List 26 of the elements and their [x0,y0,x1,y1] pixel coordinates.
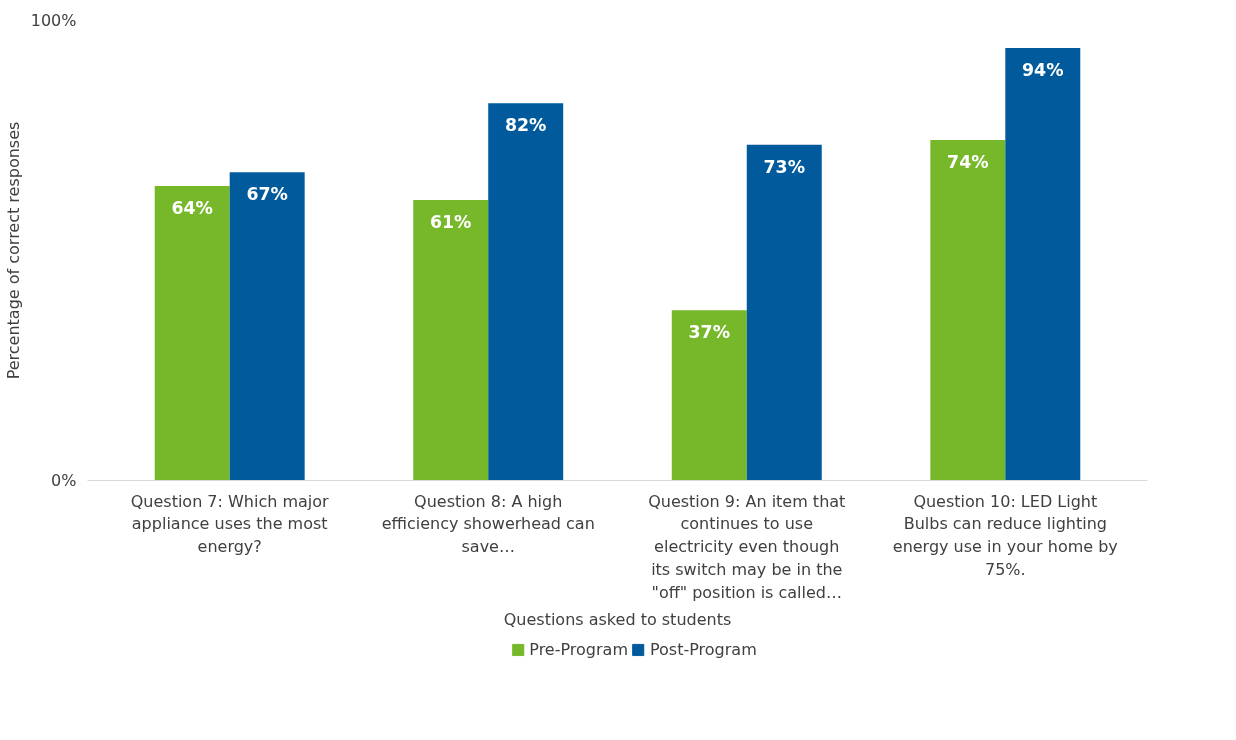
bar [154,186,230,481]
x-tick-label: Question 9: An item that continues to use electricity even though its switch may be in the "off" position is called… [648,491,846,602]
legend-label: Pre-Program [529,639,628,659]
text: 82% [504,115,547,136]
text: 74% [947,152,989,173]
x-tick-label: Question 8: A high efficiency showerhead can save… [381,491,595,557]
bar [671,310,747,481]
text: 94% [1022,60,1064,81]
y-tick-label: 0% [51,471,77,490]
text: 73% [763,156,805,177]
text: 61% [430,211,472,232]
bar [488,103,564,481]
y-tick-label: 100% [30,11,77,30]
x-tick-label: Question 7: Which major appliance uses the most energy? [130,491,330,557]
text: 67% [246,184,288,205]
x-tick-label: Question 10: LED Light Bulbs can reduce lighting energy use in your home by 75%. [892,491,1118,579]
bar [229,172,305,481]
x-axis-title: Questions asked to students [503,609,732,629]
text: 37% [688,322,731,343]
bar [930,140,1006,481]
bar [413,199,489,481]
bar [1005,48,1081,481]
legend-label: Post-Program [649,639,757,659]
text: 64% [171,198,213,219]
bar [746,144,822,481]
y-axis-title: Percentage of correct responses [3,121,23,380]
